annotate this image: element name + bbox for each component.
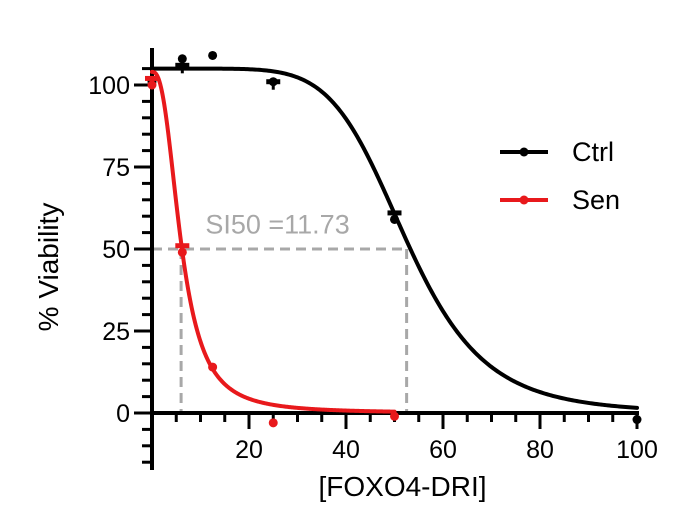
y-tick-label: 75 xyxy=(102,154,130,182)
text-labels: 0 25 50 75 100 20 40 60 80 100 [FOXO4-DRI] % Viabil… xyxy=(33,72,658,502)
legend-marker-ctrl xyxy=(519,147,529,157)
data-point-ctrl-1 xyxy=(177,54,187,64)
data-points xyxy=(145,50,642,428)
y-tick-label: 0 xyxy=(116,400,130,428)
x-tick-label: 40 xyxy=(332,436,360,464)
x-axis-title: [FOXO4-DRI] xyxy=(318,471,486,502)
data-point-sen-4 xyxy=(390,411,399,421)
fit-curves xyxy=(150,66,639,414)
data-point-ctrl-5 xyxy=(632,415,642,425)
data-point-ctrl-2 xyxy=(208,50,218,60)
fit-curve-sen xyxy=(150,69,397,414)
y-tick-label: 50 xyxy=(102,236,130,264)
data-point-sen-2 xyxy=(208,362,218,372)
si50-annotation: SI50 =11.73 xyxy=(205,209,349,239)
legend-marker-sen xyxy=(519,195,529,205)
data-point-sen-3 xyxy=(268,418,278,428)
legend-label-sen: Sen xyxy=(572,185,620,215)
x-tick-label: 20 xyxy=(235,436,263,464)
x-tick-label: 60 xyxy=(429,436,457,464)
x-tick-label: 80 xyxy=(526,436,554,464)
y-tick-label: 25 xyxy=(102,318,130,346)
axes xyxy=(134,48,639,470)
legend: Ctrl Sen xyxy=(500,137,620,215)
y-axis-title: % Viability xyxy=(33,203,64,332)
x-tick-label: 100 xyxy=(616,436,658,464)
y-tick-label: 100 xyxy=(88,72,130,100)
reference-lines xyxy=(152,247,409,413)
legend-label-ctrl: Ctrl xyxy=(572,137,614,167)
